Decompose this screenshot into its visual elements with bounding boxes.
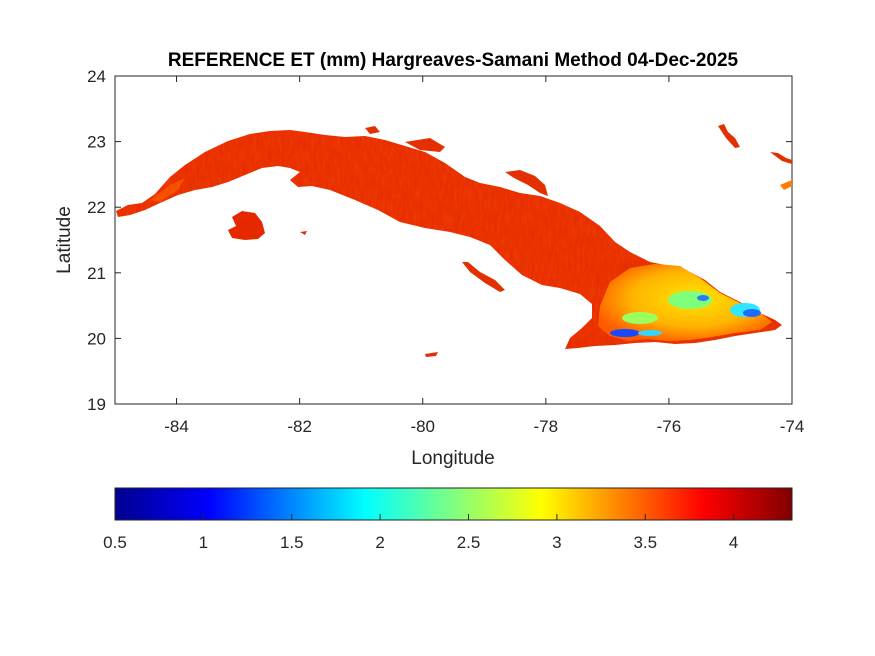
x-tick-label: -76 xyxy=(657,417,682,436)
y-tick-label: 19 xyxy=(87,395,106,414)
northern-keys-3 xyxy=(365,126,380,134)
southern-keys-3 xyxy=(425,352,438,357)
colorbar-tick-label: 1.5 xyxy=(280,533,304,552)
blue-patch-2 xyxy=(697,295,709,301)
y-tick-label: 24 xyxy=(87,67,106,86)
y-axis: 19 20 21 22 23 24 xyxy=(87,67,792,414)
x-tick-label: -78 xyxy=(534,417,559,436)
cyan-patch-south xyxy=(638,330,662,336)
colorbar-tick-label: 2 xyxy=(375,533,384,552)
colorbar-tick-label: 2.5 xyxy=(457,533,481,552)
y-tick-label: 21 xyxy=(87,264,106,283)
x-axis: -84 -82 -80 -78 -76 -74 xyxy=(164,76,804,436)
colorbar-tick-label: 3.5 xyxy=(633,533,657,552)
cuba-map xyxy=(116,124,792,357)
southern-keys xyxy=(462,262,505,292)
isla-de-la-juventud xyxy=(228,211,265,240)
y-axis-label: Latitude xyxy=(54,206,75,274)
east-fragment-1 xyxy=(718,124,740,148)
northern-keys-2 xyxy=(405,138,445,152)
x-tick-label: -84 xyxy=(164,417,189,436)
blue-patch xyxy=(743,309,761,317)
colorbar-tick-label: 1 xyxy=(199,533,208,552)
chart-title: REFERENCE ET (mm) Hargreaves-Samani Meth… xyxy=(168,50,739,71)
colorbar-ticks: 0.5 1 1.5 2 2.5 3 3.5 4 xyxy=(103,514,738,552)
y-tick-label: 20 xyxy=(87,329,106,348)
northern-keys xyxy=(505,170,548,196)
x-axis-label: Longitude xyxy=(411,448,494,469)
green-patch-2 xyxy=(622,312,658,324)
x-tick-label: -74 xyxy=(780,417,805,436)
east-fragment-3 xyxy=(780,180,792,190)
east-fragment-2 xyxy=(770,152,792,164)
plot-area xyxy=(114,75,793,405)
x-tick-label: -80 xyxy=(410,417,435,436)
colorbar-tick-label: 3 xyxy=(552,533,561,552)
y-tick-label: 22 xyxy=(87,198,106,217)
blue-patch-south xyxy=(610,329,640,337)
y-tick-label: 23 xyxy=(87,133,106,152)
x-tick-label: -82 xyxy=(287,417,312,436)
colorbar-tick-label: 0.5 xyxy=(103,533,127,552)
southern-keys-2 xyxy=(300,231,307,235)
colorbar xyxy=(114,487,793,521)
colorbar-tick-label: 4 xyxy=(729,533,738,552)
